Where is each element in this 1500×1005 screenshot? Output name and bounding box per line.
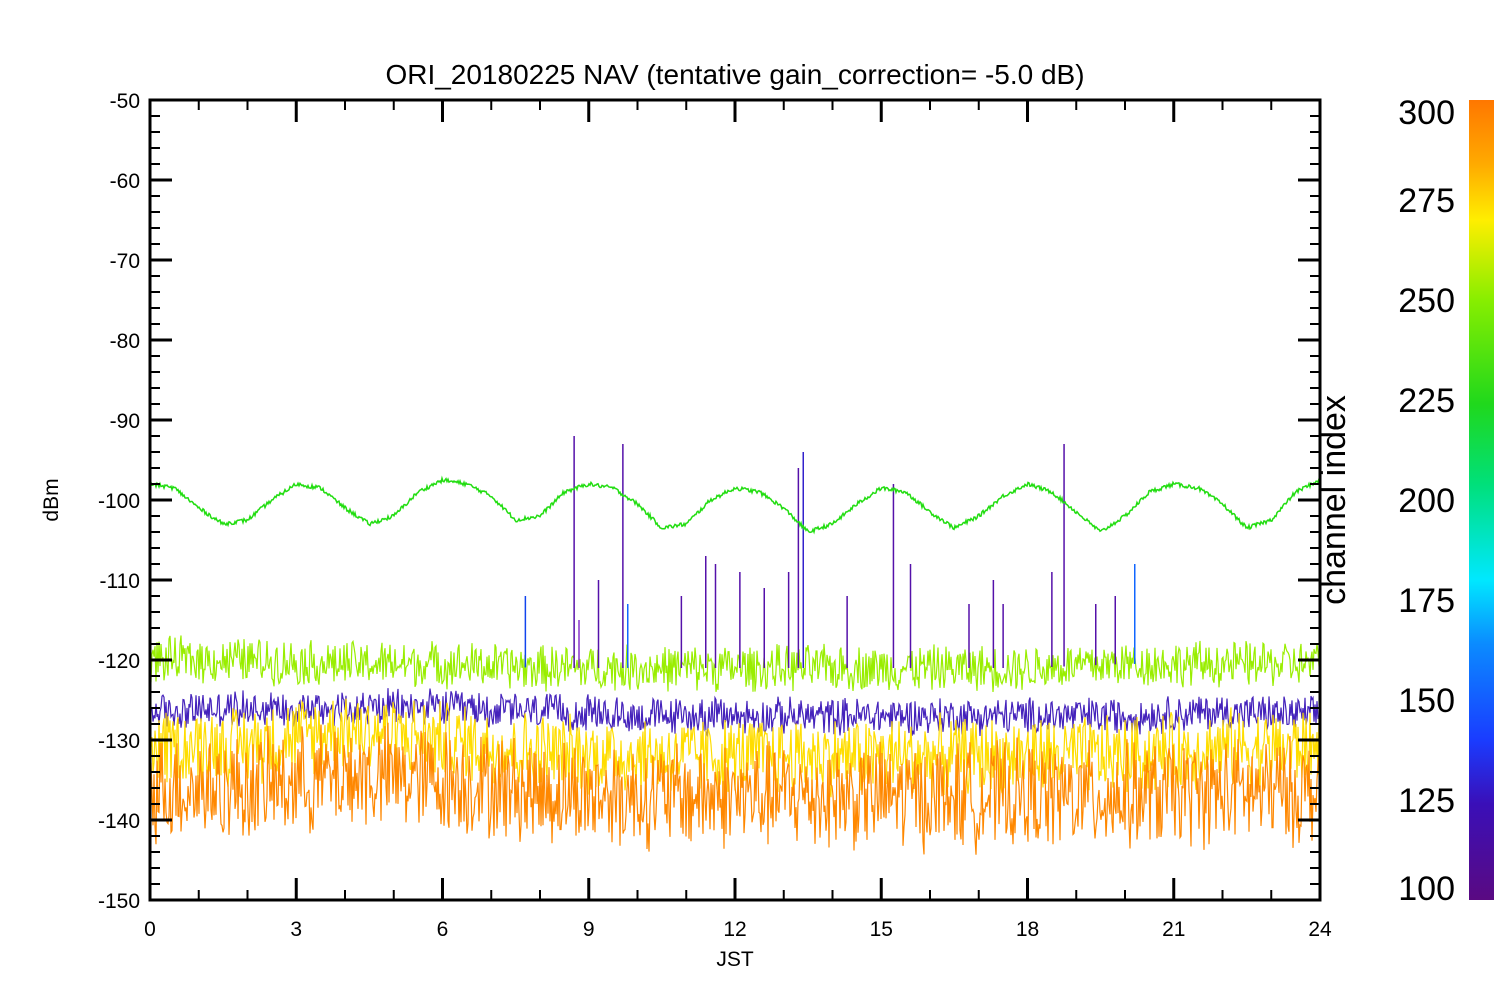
colorbar-label: channel index (1315, 395, 1353, 605)
y-axis-label: dBm (40, 478, 63, 521)
x-tick-label: 12 (723, 918, 746, 941)
colorbar-tick-label: 200 (1398, 482, 1455, 520)
y-tick-label: -90 (110, 410, 140, 433)
colorbar-tick-label: 175 (1398, 582, 1455, 620)
series-line-channel-300 (150, 722, 1320, 855)
data-layer (150, 436, 1320, 855)
y-tick-label: -100 (98, 490, 140, 513)
x-tick-label: 3 (290, 918, 302, 941)
colorbar-tick-label: 300 (1398, 94, 1455, 132)
colorbar-tick-label: 225 (1398, 382, 1455, 420)
x-axis-label: JST (716, 948, 754, 971)
y-tick-label: -110 (100, 570, 140, 593)
x-tick-label: 24 (1308, 918, 1332, 941)
chart-title: ORI_20180225 NAV (tentative gain_correct… (385, 59, 1084, 90)
x-tick-label: 6 (437, 918, 449, 941)
series-line-channel-260 (150, 635, 1320, 693)
series-line-channel-230 (150, 475, 1320, 535)
colorbar-tick-label: 250 (1398, 282, 1455, 320)
x-tick-label: 18 (1016, 918, 1039, 941)
y-tick-label: -140 (98, 810, 140, 833)
colorbar-tick-label: 275 (1398, 182, 1455, 220)
colorbar-ticks: 100 125 150 175 200 225 250 275 300 (1398, 94, 1455, 908)
y-tick-label: -70 (110, 250, 140, 273)
colorbar (1469, 100, 1494, 900)
y-tick-label: -50 (110, 90, 140, 113)
y-tick-label: -150 (98, 890, 140, 913)
colorbar-tick-label: 150 (1398, 682, 1455, 720)
x-tick-label: 15 (870, 918, 893, 941)
y-tick-label: -120 (98, 650, 140, 673)
x-tick-label: 0 (144, 918, 156, 941)
x-tick-label: 9 (583, 918, 595, 941)
colorbar-tick-label: 100 (1398, 870, 1455, 908)
y-tick-label: -60 (110, 170, 140, 193)
y-tick-label: -80 (110, 330, 140, 353)
y-tick-label: -130 (98, 730, 140, 753)
axis-ticks: 0 3 6 9 12 15 18 21 24 -50 -60 -70 -80 -90 -100 -110 -12… (98, 90, 1332, 941)
colorbar-tick-label: 125 (1398, 782, 1455, 820)
x-tick-label: 21 (1162, 918, 1185, 941)
